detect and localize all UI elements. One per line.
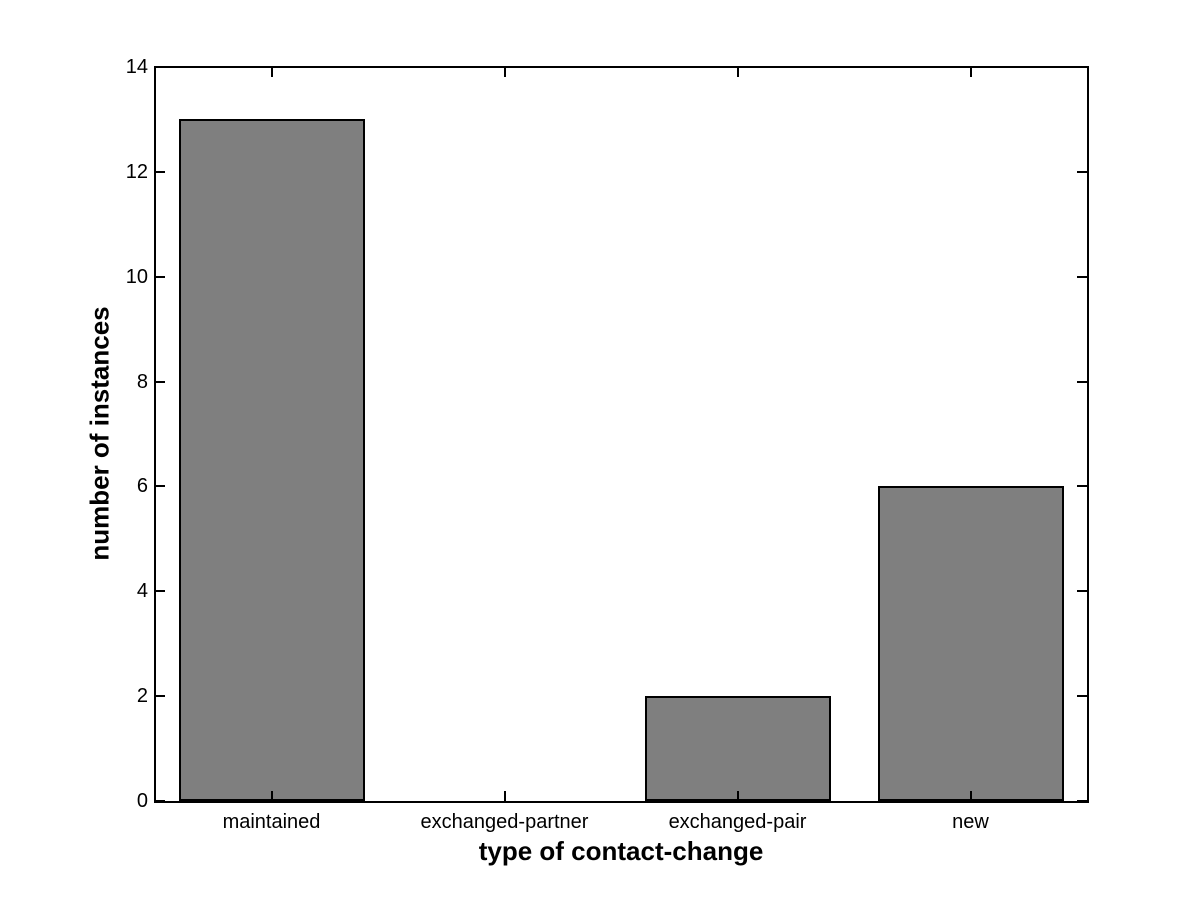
bar-exchanged-pair — [645, 696, 831, 801]
y-tick-mark-right — [1077, 695, 1087, 698]
y-tick-mark-left — [155, 590, 165, 593]
y-tick-mark-left — [155, 380, 165, 383]
y-tick-mark-right — [1077, 66, 1087, 68]
y-tick-mark-left — [155, 275, 165, 278]
y-tick-mark-right — [1077, 590, 1087, 593]
y-tick-label: 6 — [136, 475, 148, 498]
x-tick-label: new — [952, 811, 989, 833]
y-tick-label: 10 — [125, 265, 148, 288]
x-tick-mark-bottom — [270, 791, 273, 801]
y-tick-label: 2 — [136, 685, 148, 708]
y-tick-label: 0 — [136, 790, 148, 812]
bar-maintained — [179, 119, 365, 801]
y-tick-label: 4 — [136, 580, 148, 603]
y-tick-label: 8 — [136, 370, 148, 393]
y-tick-label: 12 — [125, 160, 148, 183]
y-tick-mark-left — [155, 695, 165, 698]
y-tick-mark-left — [155, 485, 165, 488]
y-tick-mark-right — [1077, 800, 1087, 802]
y-tick-mark-left — [155, 800, 165, 802]
x-tick-mark-bottom — [503, 791, 506, 801]
x-tick-mark-top — [969, 67, 972, 77]
x-tick-mark-bottom — [736, 791, 739, 801]
x-axis-label-text: type of contact-change — [478, 836, 764, 866]
x-tick-mark-bottom — [969, 791, 972, 801]
x-tick-mark-top — [503, 67, 506, 77]
x-tick-label: maintained — [222, 811, 321, 833]
x-tick-mark-top — [270, 67, 273, 77]
x-tick-label: exchanged-partner — [420, 811, 589, 833]
y-tick-mark-right — [1077, 275, 1087, 278]
x-axis-label: type of contact-change — [155, 836, 1087, 867]
y-tick-label: 14 — [125, 56, 148, 78]
y-tick-mark-left — [155, 170, 165, 173]
y-tick-mark-left — [155, 66, 165, 68]
y-tick-mark-right — [1077, 380, 1087, 383]
x-tick-label: exchanged-pair — [668, 811, 807, 833]
bar-new — [878, 486, 1064, 801]
y-axis-label-text: number of instances — [84, 306, 115, 561]
y-tick-mark-right — [1077, 485, 1087, 488]
y-tick-mark-right — [1077, 170, 1087, 173]
x-tick-mark-top — [736, 67, 739, 77]
